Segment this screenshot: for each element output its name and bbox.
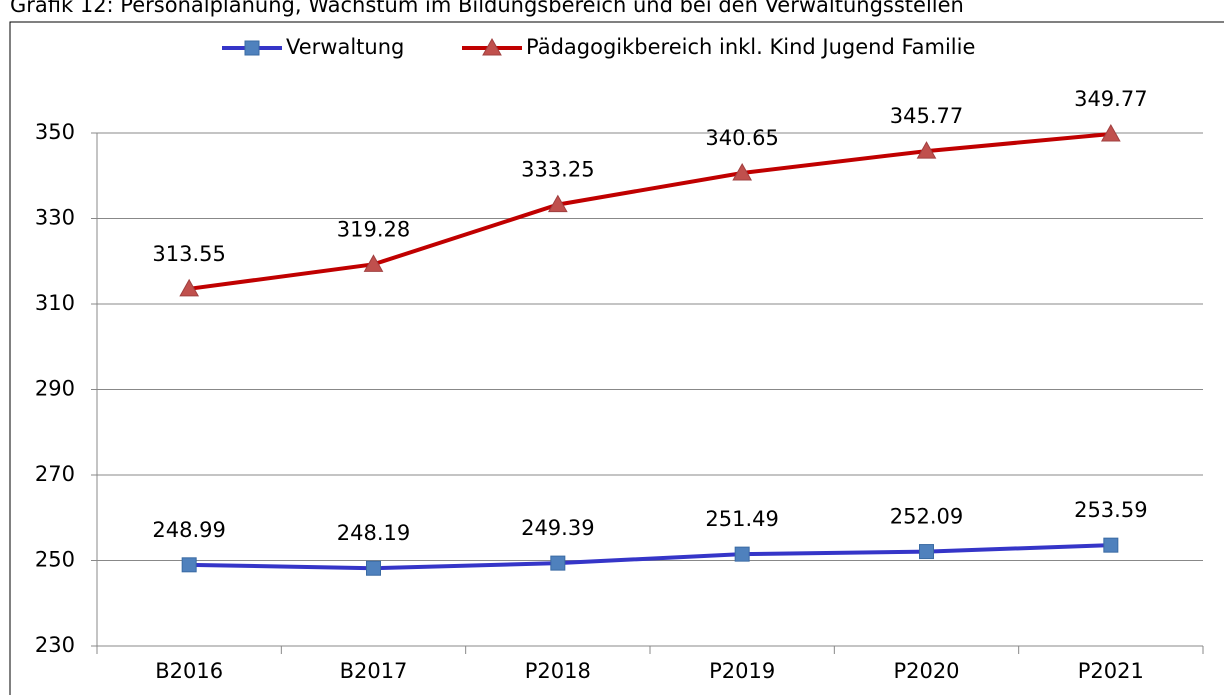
data-label: 248.99 (152, 518, 225, 542)
x-tick-label: B2016 (155, 659, 223, 683)
data-label: 252.09 (890, 505, 963, 529)
data-point (734, 546, 750, 562)
y-tick-label: 250 (35, 548, 75, 572)
legend-marker (482, 37, 502, 56)
data-point (916, 141, 937, 159)
data-label: 349.77 (1074, 87, 1147, 111)
x-tick-label: P2018 (525, 659, 591, 683)
data-point (363, 254, 384, 272)
y-tick-label: 270 (35, 462, 75, 486)
data-point (732, 162, 753, 181)
y-tick-label: 310 (35, 291, 75, 315)
x-tick-label: P2021 (1078, 659, 1144, 683)
data-label: 345.77 (890, 104, 963, 128)
chart-title: Grafik 12: Personalplanung, Wachstum im … (10, 0, 964, 17)
chart-border (9, 21, 1224, 695)
legend-label: Pädagogikbereich inkl. Kind Jugend Famil… (526, 35, 975, 59)
data-point (179, 278, 200, 297)
y-tick-label: 350 (35, 120, 75, 144)
data-point (366, 560, 381, 576)
data-label: 251.49 (705, 507, 778, 531)
y-tick-label: 330 (35, 206, 75, 230)
x-tick-label: P2019 (709, 659, 775, 683)
series-line (189, 543, 1111, 571)
legend-marker (244, 40, 260, 56)
data-label: 340.65 (705, 126, 778, 150)
x-tick-label: B2017 (340, 659, 408, 683)
data-label: 319.28 (337, 217, 410, 241)
data-label: 333.25 (521, 158, 594, 182)
data-point (1100, 123, 1121, 142)
series-line (188, 131, 1112, 291)
y-tick-label: 230 (35, 633, 75, 657)
y-tick-label: 290 (35, 377, 75, 401)
data-label: 253.59 (1074, 498, 1147, 522)
data-label: 248.19 (337, 521, 410, 545)
data-label: 313.55 (152, 242, 225, 266)
legend-label: Verwaltung (286, 35, 404, 59)
data-point (550, 555, 566, 571)
data-point (1103, 537, 1119, 553)
data-label: 249.39 (521, 516, 594, 540)
data-point (919, 544, 934, 560)
data-point (181, 557, 197, 573)
data-point (547, 194, 568, 213)
x-tick-label: P2020 (893, 659, 959, 683)
